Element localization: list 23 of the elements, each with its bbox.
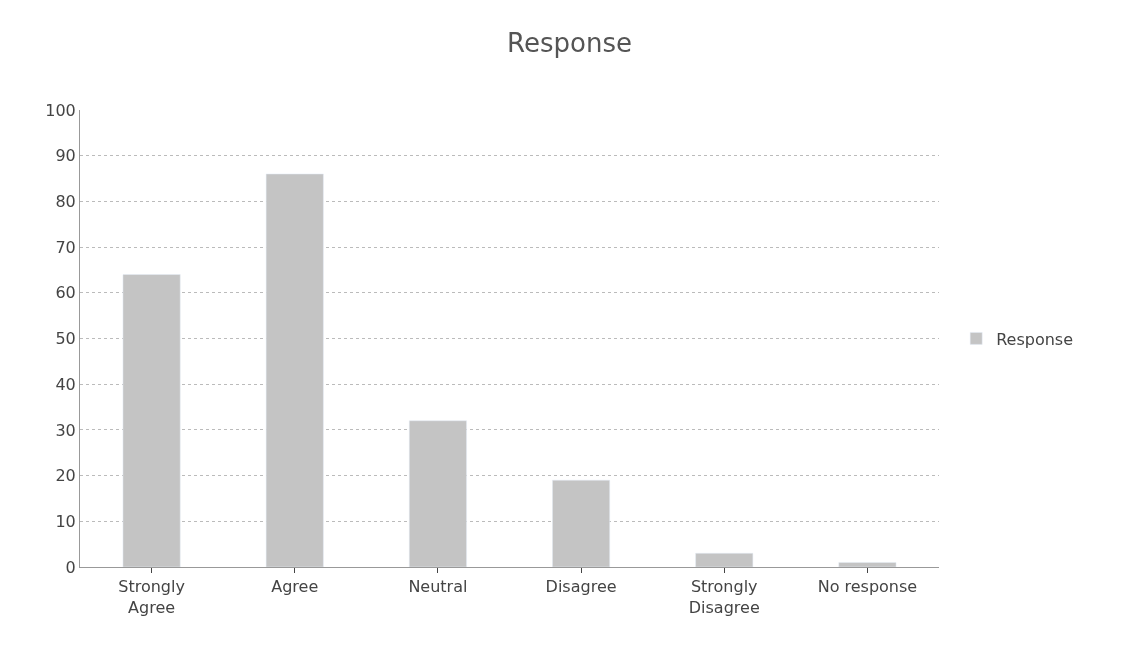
bar [695, 553, 754, 567]
x-tick-label: Disagree [545, 577, 617, 597]
y-tick-label: 80 [55, 192, 76, 211]
bar [838, 562, 897, 567]
bar [409, 420, 467, 567]
y-tick-label: 50 [55, 329, 76, 349]
x-tick-label: Neutral [408, 577, 468, 597]
y-tick-label: 100 [45, 100, 76, 120]
x-tick-label: Strongly Agree [118, 577, 185, 617]
y-tick-label: 40 [55, 374, 76, 394]
y-tick-label: 10 [55, 511, 76, 531]
y-tick-label: 0 [65, 557, 76, 577]
y-tick-label: 60 [55, 283, 76, 303]
x-tick-label: Agree [271, 577, 319, 597]
x-tick-label: Strongly Disagree [688, 577, 760, 617]
bar [265, 173, 324, 567]
x-tick-label: No response [817, 577, 918, 597]
y-tick-label: 70 [55, 237, 76, 257]
y-tick-label: 90 [55, 146, 76, 166]
y-tick-label: 20 [55, 466, 76, 486]
legend-label: Response [996, 329, 1074, 349]
y-tick-label: 30 [55, 420, 76, 440]
chart-title: Response [507, 27, 632, 58]
